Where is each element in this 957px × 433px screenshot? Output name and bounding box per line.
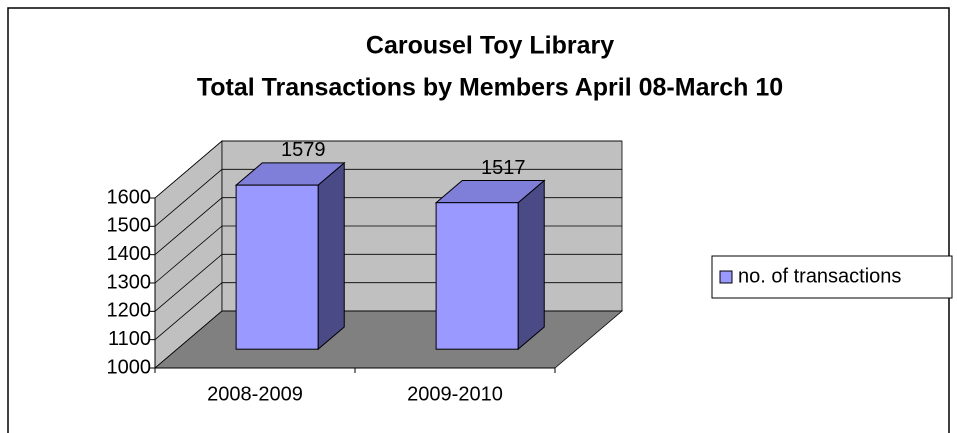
y-tick-label: 1000 bbox=[107, 356, 152, 378]
x-tick-label: 2008-2009 bbox=[207, 383, 303, 405]
grid-line bbox=[154, 168, 622, 227]
y-tick-label: 1100 bbox=[108, 328, 151, 350]
legend: no. of transactions bbox=[711, 255, 953, 299]
y-tick-label: 1600 bbox=[107, 186, 152, 208]
data-label: 1579 bbox=[281, 139, 326, 161]
bar bbox=[234, 161, 346, 351]
y-tick-label: 1200 bbox=[107, 300, 152, 322]
floor bbox=[153, 310, 624, 369]
y-tick-label: 1500 bbox=[107, 215, 152, 237]
chart-subtitle: Total Transactions by Members April 08-M… bbox=[197, 74, 783, 102]
bar-side bbox=[317, 161, 345, 351]
chart-title: Carousel Toy Library bbox=[366, 32, 614, 60]
y-tick-label: 1400 bbox=[107, 243, 152, 265]
data-label: 1517 bbox=[481, 157, 526, 179]
bar-front bbox=[235, 184, 319, 350]
legend-label: no. of transactions bbox=[738, 265, 901, 287]
legend-box bbox=[711, 255, 953, 299]
y-tick-label: 1300 bbox=[107, 271, 152, 293]
bar-side bbox=[517, 179, 545, 351]
legend-swatch bbox=[719, 270, 733, 284]
bar-front bbox=[435, 202, 519, 350]
grid-line bbox=[154, 140, 622, 199]
plot-area: 1000 1100 1200 1300 1400 1500 1600 1579 1517 2008… bbox=[107, 139, 624, 405]
x-tick-label: 2009-2010 bbox=[407, 383, 503, 405]
bar bbox=[434, 179, 546, 351]
